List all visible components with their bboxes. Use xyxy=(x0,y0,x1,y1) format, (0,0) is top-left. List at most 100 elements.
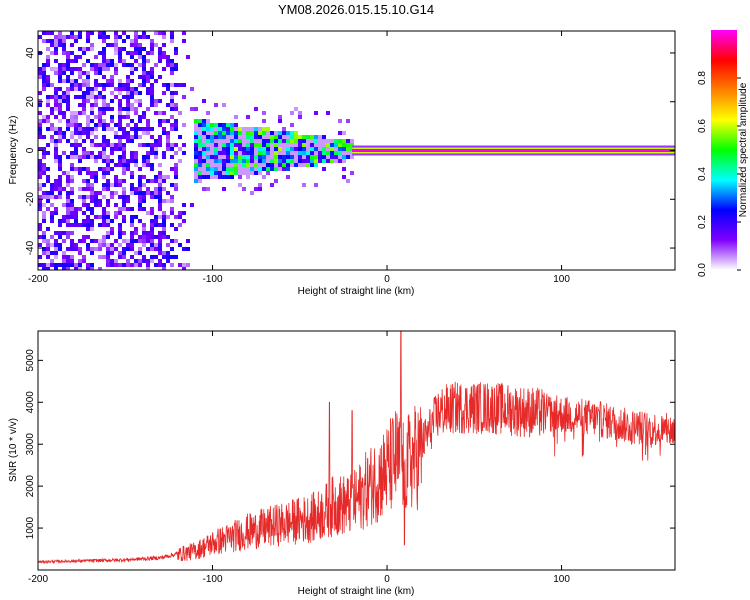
heatmap-cell xyxy=(54,183,58,187)
heatmap-cell xyxy=(342,147,346,151)
heatmap-cell xyxy=(98,203,102,207)
heatmap-cell xyxy=(306,155,310,159)
heatmap-cell xyxy=(122,263,126,267)
heatmap-cell xyxy=(226,143,230,147)
heatmap-cell xyxy=(274,147,278,151)
heatmap-cell xyxy=(90,183,94,187)
heatmap-cell xyxy=(118,251,122,255)
heatmap-cell xyxy=(82,211,86,215)
heatmap-cell xyxy=(46,55,50,59)
heatmap-cell xyxy=(150,83,154,87)
heatmap-cell xyxy=(246,131,250,135)
heatmap-cell xyxy=(70,211,74,215)
heatmap-cell xyxy=(122,95,126,99)
heatmap-cell xyxy=(138,203,142,207)
heatmap-cell xyxy=(238,155,242,159)
heatmap-cell xyxy=(158,239,162,243)
heatmap-cell xyxy=(122,83,126,87)
heatmap-cell xyxy=(126,35,130,39)
heatmap-cell xyxy=(142,55,146,59)
heatmap-cell xyxy=(126,63,130,67)
heatmap-cell xyxy=(222,175,226,179)
heatmap-cell xyxy=(278,163,282,167)
heatmap-cell xyxy=(142,175,146,179)
heatmap-cell xyxy=(66,223,70,227)
heatmap-cell xyxy=(138,119,142,123)
heatmap-cell xyxy=(50,43,54,47)
heatmap-cell xyxy=(82,199,86,203)
heatmap-cell xyxy=(218,127,222,131)
heatmap-cell xyxy=(70,247,74,251)
heatmap-cell xyxy=(178,211,182,215)
heatmap-cell xyxy=(114,39,118,43)
heatmap-cell xyxy=(66,175,70,179)
heatmap-cell xyxy=(62,51,66,55)
heatmap-cell xyxy=(90,207,94,211)
heatmap-cell xyxy=(66,95,70,99)
heatmap-cell xyxy=(158,183,162,187)
heatmap-cell xyxy=(98,63,102,67)
heatmap-cell xyxy=(74,263,78,267)
heatmap-cell xyxy=(146,239,150,243)
heatmap-cell xyxy=(270,163,274,167)
heatmap-cell xyxy=(246,127,250,131)
heatmap-cell xyxy=(350,143,354,147)
heatmap-cell xyxy=(250,147,254,151)
heatmap-cell xyxy=(70,143,74,147)
heatmap-cell xyxy=(286,175,290,179)
heatmap-cell xyxy=(110,183,114,187)
heatmap-cell xyxy=(174,255,178,259)
heatmap-cell xyxy=(58,195,62,199)
heatmap-cell xyxy=(58,99,62,103)
heatmap-cell xyxy=(118,243,122,247)
heatmap-cell xyxy=(110,263,114,267)
heatmap-cell xyxy=(314,159,318,163)
heatmap-cell xyxy=(218,163,222,167)
heatmap-cell xyxy=(310,139,314,143)
heatmap-cell xyxy=(58,103,62,107)
heatmap-cell xyxy=(162,267,166,270)
heatmap-cell xyxy=(198,143,202,147)
heatmap-cell xyxy=(74,39,78,43)
heatmap-cell xyxy=(142,59,146,63)
heatmap-cell xyxy=(338,155,342,159)
heatmap-cell xyxy=(322,147,326,151)
heatmap-cell xyxy=(74,79,78,83)
heatmap-cell xyxy=(142,255,146,259)
heatmap-cell xyxy=(86,167,90,171)
heatmap-cell xyxy=(234,135,238,139)
heatmap-cell xyxy=(146,155,150,159)
heatmap-cell xyxy=(78,47,82,51)
heatmap-cell xyxy=(290,163,294,167)
heatmap-cell xyxy=(82,131,86,135)
heatmap-cell xyxy=(238,131,242,135)
heatmap-cell xyxy=(138,51,142,55)
heatmap-cell xyxy=(246,163,250,167)
heatmap-cell xyxy=(150,163,154,167)
heatmap-cell xyxy=(158,191,162,195)
heatmap-cell xyxy=(82,195,86,199)
heatmap-cell xyxy=(70,79,74,83)
heatmap-cell xyxy=(70,35,74,39)
heatmap-cell xyxy=(210,167,214,171)
heatmap-cell xyxy=(218,139,222,143)
heatmap-cell xyxy=(202,147,206,151)
heatmap-cell xyxy=(150,247,154,251)
heatmap-cell xyxy=(174,151,178,155)
heatmap-cell xyxy=(98,83,102,87)
heatmap-cell xyxy=(42,167,46,171)
heatmap-cell xyxy=(194,131,198,135)
heatmap-cell xyxy=(194,179,198,183)
heatmap-cell xyxy=(130,127,134,131)
heatmap-cell xyxy=(350,147,354,151)
heatmap-cell xyxy=(42,115,46,119)
heatmap-cell xyxy=(306,159,310,163)
heatmap-cell xyxy=(98,247,102,251)
heatmap-cell xyxy=(66,255,70,259)
heatmap-cell xyxy=(122,87,126,91)
heatmap-cell xyxy=(198,171,202,175)
heatmap-cell xyxy=(342,175,346,179)
heatmap-cell xyxy=(38,235,42,239)
snr-xlabel: Height of straight line (km) xyxy=(298,586,415,597)
heatmap-cell xyxy=(310,151,314,155)
